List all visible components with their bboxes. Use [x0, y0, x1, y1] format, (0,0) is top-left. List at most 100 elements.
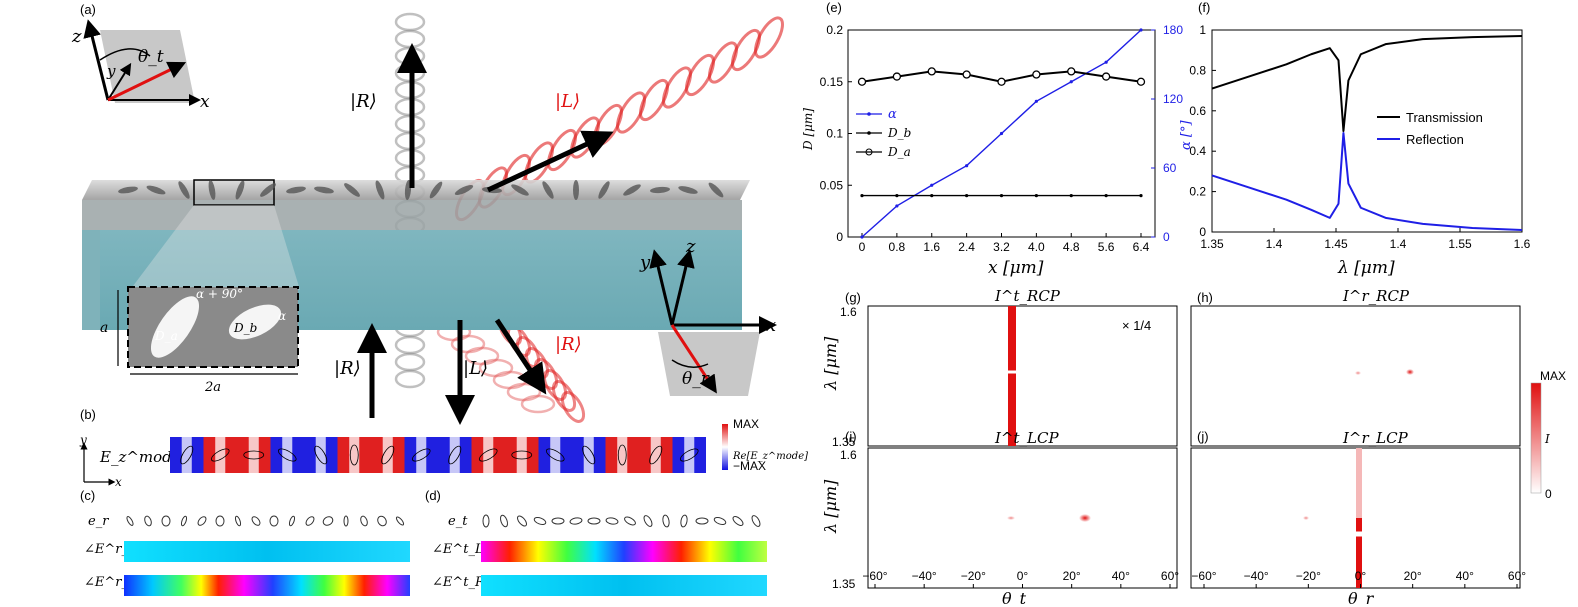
mode-colorbar	[722, 424, 728, 470]
polarization-ellipses-t	[482, 514, 761, 528]
e-xtick-label: 0.8	[889, 240, 906, 254]
ellipse-r	[251, 516, 261, 526]
ref-axis-x: x	[766, 315, 776, 336]
ellipse-r	[322, 516, 334, 526]
chart-e-marks: 0 0.05 0.1 0.15 0.2 0 60 120 180 0 0.8 1.6 2.4 3.2 4.0…	[820, 23, 1184, 254]
wave-ring	[394, 12, 426, 32]
mode-label: E_z^mode	[99, 448, 181, 466]
heatmap-j: (j) I^r_LCP −60° −40° −20° 0° 20° 40° 60° θ_r	[1190, 429, 1526, 607]
heatmap-xtick-label: 0°	[1017, 569, 1029, 583]
f-xtick-label: 1.35	[1200, 237, 1224, 251]
ellipse-t	[732, 516, 744, 526]
e-ytick-label: 0.2	[826, 23, 843, 37]
axis-z-label: z	[71, 26, 82, 47]
mode-cb-min: −MAX	[733, 459, 766, 473]
reflection-angle-inset: y z x θ_r	[639, 236, 777, 396]
panel-label-d: (d)	[425, 488, 441, 503]
ellipse-t	[500, 514, 508, 528]
nanopillar	[178, 181, 190, 199]
mode-stripe-highlight	[449, 437, 460, 473]
mode-ellipse	[180, 445, 194, 465]
mode-ellipse	[411, 448, 431, 462]
phase-bar-t-lcp	[481, 541, 767, 562]
e-xtick-label: 5.6	[1098, 240, 1115, 254]
schematic-panel-a: (a) z y x θ_t	[71, 2, 784, 425]
f-series-line	[1211, 132, 1523, 231]
mode-axis-x: x	[115, 475, 122, 489]
chart-e-ylabel-right: α [°]	[1179, 120, 1194, 150]
e-point	[1034, 99, 1038, 103]
ellipse-r	[180, 515, 188, 527]
e-xtick-label: 1.6	[923, 240, 940, 254]
ellipse-r	[269, 515, 279, 527]
e-point	[930, 183, 934, 187]
e-xtick-label: 3.2	[993, 240, 1010, 254]
wave-ring	[394, 29, 426, 49]
mode-ellipse	[381, 445, 395, 465]
ellipse-t	[569, 517, 583, 525]
mode-stripe-highlight	[349, 437, 360, 473]
e-point	[1136, 77, 1146, 86]
heatmap-xtick-label: 0°	[1355, 569, 1367, 583]
ellipse-r	[197, 516, 207, 526]
heatmap-xtick-label: −40°	[912, 569, 937, 583]
ellipse-t	[624, 516, 636, 526]
wave-ring	[478, 358, 514, 378]
metasurface-slab	[82, 179, 750, 330]
nanopillar	[429, 181, 443, 199]
j-band-strong	[1356, 518, 1362, 588]
e-point	[1104, 60, 1108, 64]
heatmap-xtick-label: 60°	[1508, 569, 1526, 583]
i-ytick-top: 1.6	[840, 448, 857, 462]
e-xtick-label: 4.0	[1028, 240, 1045, 254]
f-xtick-label: 1.4	[1390, 237, 1407, 251]
panel-label-a: (a)	[80, 2, 96, 17]
f-xtick-label: 1.4	[1266, 237, 1283, 251]
wave-ring	[560, 391, 586, 423]
panel-label-f: (f)	[1198, 0, 1210, 15]
cb-min: 0	[1545, 487, 1552, 501]
j-spot-faint	[1303, 516, 1309, 520]
cb-max: MAX	[1540, 369, 1566, 383]
panel-label-j: (j)	[1197, 429, 1209, 444]
ket-l-top: |L⟩	[555, 91, 580, 112]
mode-stripe-highlight	[416, 437, 427, 473]
mode-stripe-highlight	[248, 437, 259, 473]
mode-panel-b: (b) y x E_z^mode MAX Re[E_z^mode] −MAX	[79, 407, 808, 489]
mode-cb-max: MAX	[733, 417, 759, 431]
nanopillar	[208, 180, 216, 200]
e-xtick-label: 6.4	[1133, 240, 1150, 254]
ellipse-t	[643, 515, 653, 527]
chart-e-xlabel: x [μm]	[988, 258, 1044, 278]
e-ytick-right-label: 180	[1163, 23, 1183, 37]
f-xtick-label: 1.6	[1514, 237, 1531, 251]
phase-bar-t-rcp	[481, 575, 767, 596]
wave-ring	[731, 28, 761, 72]
wave-ring	[394, 335, 426, 355]
nanopillar	[375, 180, 385, 200]
inset-db-label: D_b	[233, 321, 257, 335]
mode-ellipse	[649, 445, 663, 465]
nanopillar	[344, 183, 360, 197]
nanopillar	[146, 185, 166, 195]
ellipse-t	[482, 514, 490, 528]
chart-e-ylabel: D [μm]	[801, 108, 815, 151]
e-point	[895, 194, 899, 198]
heatmap-xtick-label: −40°	[1244, 569, 1269, 583]
ellipse-r	[288, 515, 296, 527]
legend-alpha: α	[888, 107, 897, 122]
f-ytick-label: 0.4	[1189, 144, 1206, 158]
axis-x-label: x	[200, 92, 210, 112]
e-point	[965, 164, 969, 168]
unit-cell-inset: a 2a α + 90° α D_a D_b	[100, 286, 299, 395]
heatmap-xtick-label: 20°	[1063, 569, 1081, 583]
ellipse-t	[533, 517, 547, 525]
mode-stripe-highlight	[516, 437, 527, 473]
mode-ellipse	[545, 448, 565, 462]
ref-axis-z: z	[685, 236, 696, 257]
heatmap-g-ylabel: λ [μm]	[821, 336, 840, 391]
j-xticks: −60° −40° −20° 0° 20° 40° 60°	[1191, 569, 1526, 588]
mode-ellipse	[243, 450, 265, 460]
nanopillar	[314, 186, 334, 194]
ellipse-r	[144, 515, 152, 527]
